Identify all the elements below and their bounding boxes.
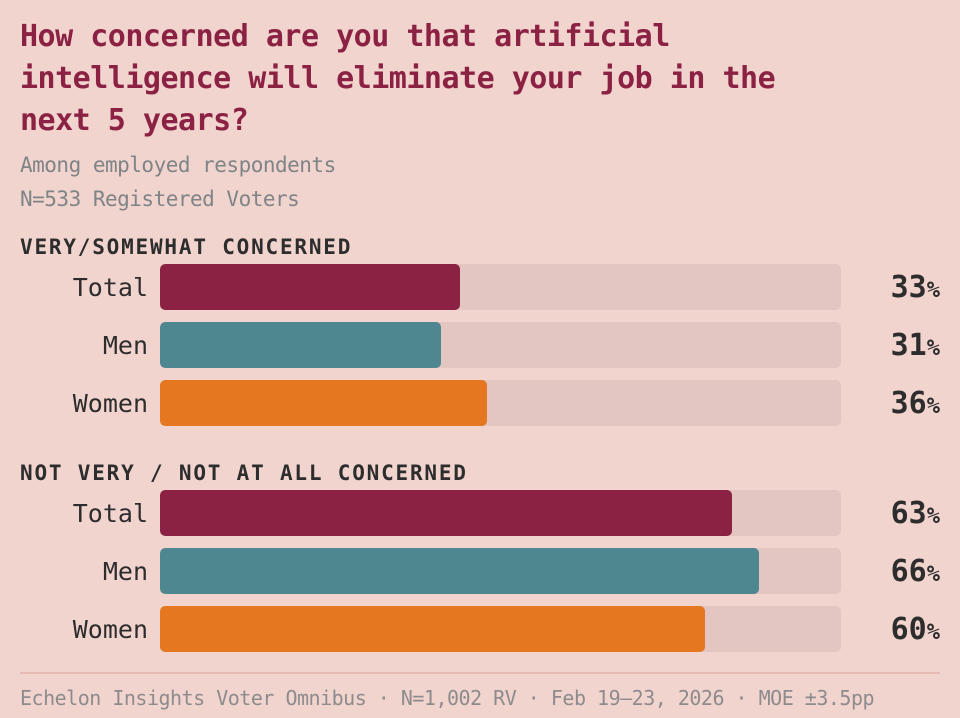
value-suffix: % [926, 277, 940, 303]
bar-track [160, 548, 841, 594]
bar-fill [160, 490, 733, 536]
row-label: Men [102, 556, 148, 586]
bar-row: Total 33% [20, 264, 940, 310]
bar-row: Men 31% [20, 322, 940, 368]
footer-divider [20, 672, 940, 674]
row-label: Men [102, 330, 148, 360]
bar-fill [160, 264, 460, 310]
value-number: 36 [890, 385, 927, 421]
value-suffix: % [926, 619, 940, 645]
bar-row: Women 36% [20, 380, 940, 426]
group-label: NOT VERY / NOT AT ALL CONCERNED [20, 461, 468, 485]
subtitle-block: Among employed respondents N=533 Registe… [20, 148, 940, 216]
value-number: 63 [890, 495, 927, 531]
row-value: 31% [841, 328, 940, 363]
bar-row: Men 66% [20, 548, 940, 594]
bar-fill [160, 380, 487, 426]
value-suffix: % [926, 561, 940, 587]
value-number: 31 [890, 327, 927, 363]
row-label: Total [72, 272, 148, 302]
value-suffix: % [926, 393, 940, 419]
group-rows: Total 63% Men 66% Women 60% [20, 490, 940, 652]
bar-track [160, 606, 841, 652]
chart-group: VERY/SOMEWHAT CONCERNED Total 33% Men 31… [20, 234, 940, 426]
chart-group: NOT VERY / NOT AT ALL CONCERNED Total 63… [20, 460, 940, 652]
value-number: 66 [890, 553, 927, 589]
bar-fill [160, 548, 760, 594]
value-suffix: % [926, 335, 940, 361]
row-value: 33% [841, 270, 940, 305]
bar-track [160, 322, 841, 368]
subtitle-population: Among employed respondents [20, 153, 336, 177]
row-label: Women [72, 614, 148, 644]
bar-track [160, 264, 841, 310]
row-value: 63% [841, 496, 940, 531]
row-label: Total [72, 498, 148, 528]
value-number: 60 [890, 611, 927, 647]
page-title: How concerned are you that artificial in… [20, 19, 776, 138]
bar-fill [160, 322, 442, 368]
value-number: 33 [890, 269, 927, 305]
group-label: VERY/SOMEWHAT CONCERNED [20, 235, 353, 259]
row-value: 60% [841, 612, 940, 647]
row-label: Women [72, 388, 148, 418]
bar-track [160, 490, 841, 536]
value-suffix: % [926, 503, 940, 529]
chart-groups: VERY/SOMEWHAT CONCERNED Total 33% Men 31… [20, 234, 940, 652]
subtitle-sample: N=533 Registered Voters [20, 187, 300, 211]
bar-track [160, 380, 841, 426]
bar-row: Total 63% [20, 490, 940, 536]
group-rows: Total 33% Men 31% Women 36% [20, 264, 940, 426]
bar-fill [160, 606, 705, 652]
bar-row: Women 60% [20, 606, 940, 652]
row-value: 66% [841, 554, 940, 589]
footer-source: Echelon Insights Voter Omnibus · N=1,002… [20, 686, 875, 710]
row-value: 36% [841, 386, 940, 421]
